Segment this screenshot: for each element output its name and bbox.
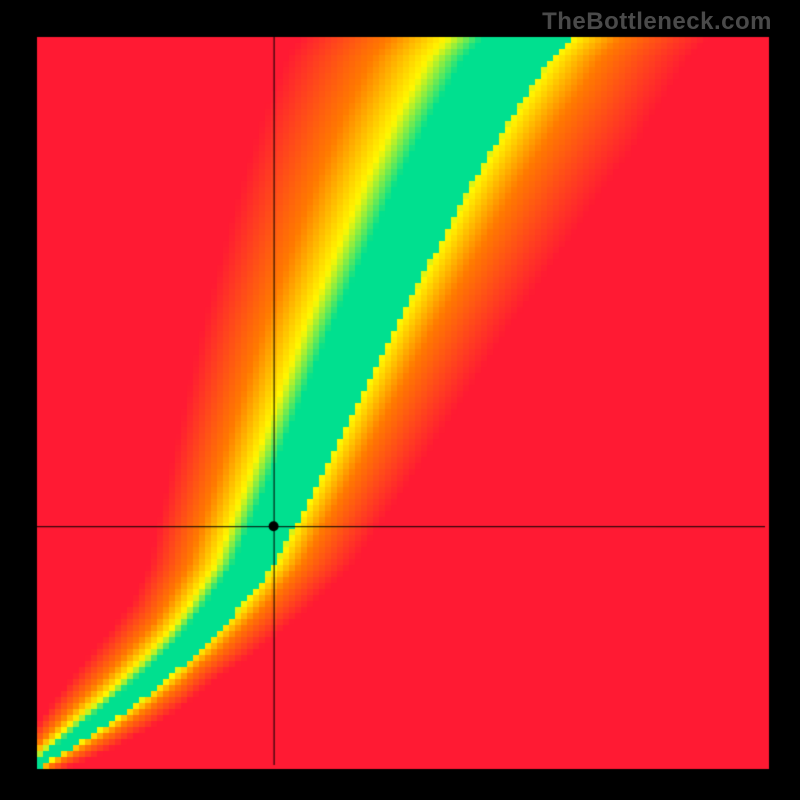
watermark-text: TheBottleneck.com — [542, 8, 772, 36]
bottleneck-heatmap — [0, 0, 800, 800]
